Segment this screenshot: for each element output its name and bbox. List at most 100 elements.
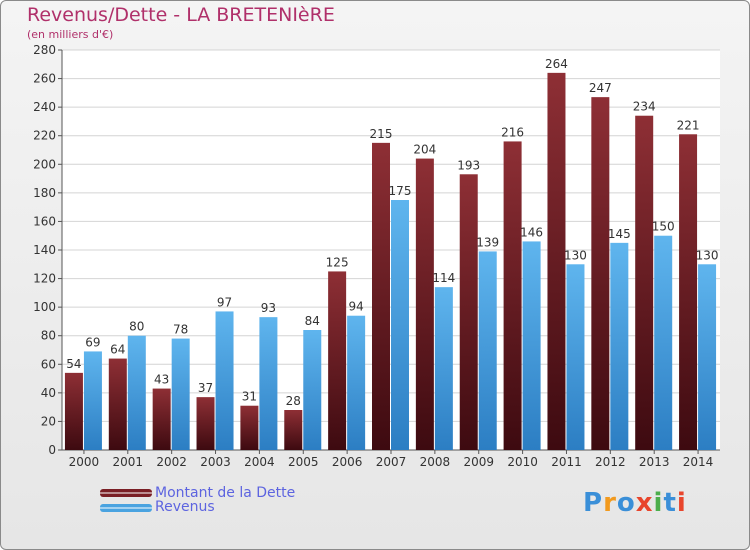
x-tick-label: 2000 <box>69 455 100 469</box>
data-label-revenus: 80 <box>129 320 144 334</box>
data-label-dette: 193 <box>457 158 480 172</box>
bar-dette <box>591 97 610 451</box>
data-label-dette: 54 <box>66 357 81 371</box>
chart-title: Revenus/Dette - LA BRETENIèRE <box>27 4 335 26</box>
data-label-revenus: 145 <box>608 227 631 241</box>
bar-revenus <box>259 317 278 450</box>
y-tick-label: 120 <box>33 272 56 286</box>
bar-revenus <box>83 351 102 450</box>
y-tick-label: 200 <box>33 157 56 171</box>
data-label-dette: 264 <box>545 57 568 71</box>
bar-dette <box>372 142 390 450</box>
x-tick-label: 2005 <box>288 455 319 469</box>
data-label-revenus: 139 <box>476 235 499 249</box>
data-label-revenus: 150 <box>652 220 675 234</box>
logo-letter: t <box>663 488 677 518</box>
bar-revenus <box>215 311 234 450</box>
bar-revenus <box>478 251 497 450</box>
y-tick-label: 160 <box>33 214 56 228</box>
data-label-dette: 43 <box>154 373 169 387</box>
y-tick-label: 100 <box>33 300 56 314</box>
bar-dette <box>679 134 698 451</box>
y-tick-label: 140 <box>33 243 56 257</box>
bar-revenus <box>303 330 322 450</box>
bar-revenus <box>522 241 541 450</box>
x-tick-label: 2001 <box>113 455 144 469</box>
data-label-dette: 125 <box>326 255 349 269</box>
data-label-dette: 215 <box>370 127 393 141</box>
bar-revenus <box>171 338 190 450</box>
x-tick-label: 2012 <box>595 455 626 469</box>
bar-dette <box>459 174 478 451</box>
legend-swatch-revenus <box>100 504 152 512</box>
data-label-revenus: 175 <box>389 184 412 198</box>
y-tick-label: 60 <box>41 357 56 371</box>
bar-revenus <box>391 200 409 450</box>
data-label-dette: 64 <box>110 343 125 357</box>
bar-dette <box>64 372 83 450</box>
x-tick-label: 2004 <box>244 455 275 469</box>
x-tick-label: 2006 <box>332 455 363 469</box>
data-label-dette: 234 <box>633 100 656 114</box>
x-tick-label: 2009 <box>463 455 494 469</box>
x-tick-label: 2014 <box>683 455 714 469</box>
bar-dette <box>415 158 434 451</box>
x-tick-label: 2002 <box>156 455 187 469</box>
logo-letter: i <box>653 488 664 518</box>
x-tick-label: 2008 <box>420 455 451 469</box>
chart-subtitle: (en milliers d'€) <box>27 28 114 41</box>
data-label-dette: 28 <box>286 394 301 408</box>
y-tick-label: 220 <box>33 129 56 143</box>
data-label-revenus: 94 <box>348 300 363 314</box>
y-tick-label: 40 <box>41 386 56 400</box>
bar-revenus <box>434 287 453 450</box>
bar-revenus <box>654 235 673 450</box>
y-tick-label: 280 <box>33 43 56 57</box>
data-label-revenus: 93 <box>261 301 276 315</box>
bar-dette <box>635 115 654 450</box>
bar-dette <box>152 388 171 450</box>
logo-letter: x <box>635 488 654 518</box>
bar-dette <box>503 141 522 450</box>
logo-letter: i <box>676 488 687 518</box>
bar-revenus <box>347 315 366 450</box>
bar-dette <box>284 410 303 450</box>
proxiti-logo: Proxiti <box>583 488 687 518</box>
bar-revenus <box>698 264 717 450</box>
bar-revenus <box>610 242 629 450</box>
data-label-dette: 216 <box>501 125 524 139</box>
bar-dette <box>240 405 259 450</box>
legend-label-dette: Montant de la Dette <box>155 485 296 501</box>
data-label-revenus: 84 <box>305 314 320 328</box>
data-label-revenus: 114 <box>432 271 455 285</box>
logo-letter: o <box>616 488 636 518</box>
y-tick-label: 80 <box>41 329 56 343</box>
logo-letter: r <box>603 488 617 518</box>
y-tick-label: 240 <box>33 100 56 114</box>
x-tick-label: 2007 <box>376 455 407 469</box>
x-tick-label: 2011 <box>551 455 582 469</box>
y-tick-label: 180 <box>33 186 56 200</box>
data-label-dette: 204 <box>413 143 436 157</box>
bar-revenus <box>566 264 585 450</box>
x-tick-label: 2010 <box>507 455 538 469</box>
bar-dette <box>328 271 347 450</box>
bar-dette <box>547 72 566 450</box>
data-label-dette: 221 <box>677 118 700 132</box>
data-label-revenus: 97 <box>217 295 232 309</box>
data-label-revenus: 130 <box>564 248 587 262</box>
data-label-revenus: 78 <box>173 323 188 337</box>
bar-revenus <box>127 335 146 450</box>
data-label-dette: 31 <box>242 390 257 404</box>
data-label-revenus: 130 <box>696 248 719 262</box>
data-label-revenus: 69 <box>85 335 100 349</box>
y-tick-label: 0 <box>48 443 56 457</box>
x-tick-label: 2003 <box>200 455 231 469</box>
y-tick-label: 260 <box>33 72 56 86</box>
data-label-dette: 37 <box>198 381 213 395</box>
legend-label-revenus: Revenus <box>155 499 215 515</box>
bar-dette <box>196 397 215 450</box>
x-tick-label: 2013 <box>639 455 670 469</box>
data-label-dette: 247 <box>589 81 612 95</box>
